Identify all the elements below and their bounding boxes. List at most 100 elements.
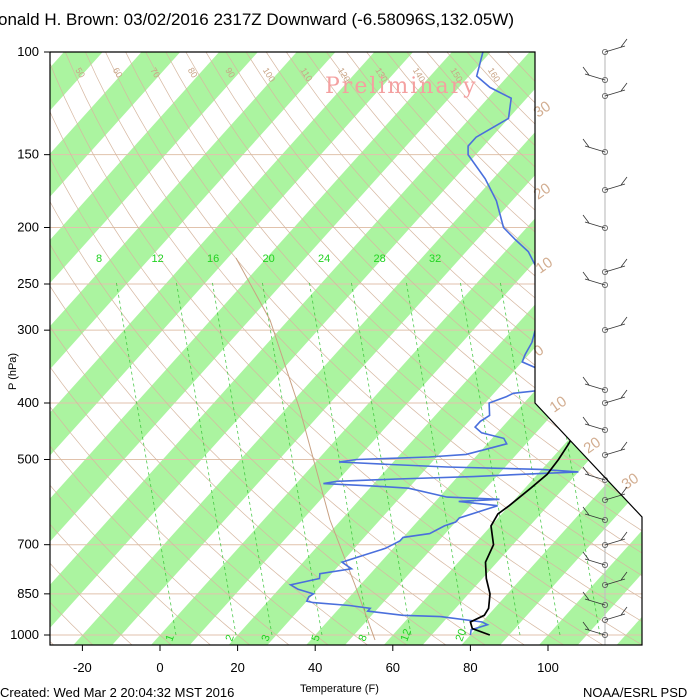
dry-adiabat: [50, 52, 57, 645]
mixing-ratio-label: 20: [263, 253, 275, 265]
x-tick-label: 0: [156, 660, 163, 675]
temperature-axis: -20 0 20 40 60 80 100: [73, 645, 559, 675]
dry-adiabat: [286, 52, 642, 645]
wind-barb-flag: [620, 531, 628, 541]
wind-barb-flag: [620, 82, 628, 92]
mixing-ratio-label: 2: [224, 633, 237, 643]
y-tick-label: 700: [17, 537, 39, 552]
theta-label: 80: [186, 66, 200, 80]
wind-barb-flag: [582, 138, 590, 148]
dry-adiabat: [165, 52, 642, 645]
mixing-ratio-line: [175, 279, 237, 636]
temperature-band: [334, 52, 642, 645]
mixing-ratio-label: 16: [207, 253, 219, 265]
x-axis-label: Temperature (F): [300, 683, 379, 695]
wind-barb-flag: [620, 486, 628, 496]
dry-adiabat: [50, 52, 253, 645]
mixing-ratio-lines: [115, 279, 601, 636]
theta-label: 50: [73, 66, 87, 80]
dry-adiabat: [50, 52, 332, 645]
wind-barb: [604, 183, 626, 191]
mixing-ratio-line: [261, 279, 323, 636]
created-timestamp: Created: Wed Mar 2 20:04:32 MST 2016: [0, 685, 234, 700]
dry-adiabat: [50, 52, 135, 645]
mixing-ratio-label: 32: [429, 253, 441, 265]
wind-barb-flag: [582, 466, 590, 476]
wind-barb: [584, 383, 606, 391]
chart-title: onald H. Brown: 03/02/2016 2317Z Downwar…: [0, 10, 514, 29]
theta-label: 60: [111, 66, 125, 80]
temperature-band: [50, 52, 634, 645]
y-axis-label: P (hPa): [7, 353, 19, 390]
theta-e-label: 10: [547, 393, 570, 416]
temperature-band: [50, 52, 478, 645]
wind-barb: [604, 448, 626, 456]
wind-barb: [584, 73, 606, 81]
credit-label: NOAA/ESRL PSD: [583, 685, 687, 700]
y-tick-label: 1000: [10, 627, 39, 642]
wind-barb-flag: [582, 66, 590, 76]
dry-adiabat: [306, 52, 642, 645]
wind-station-marker: [602, 326, 609, 333]
temperature-band: [411, 52, 642, 645]
mixing-ratio-label: 8: [96, 253, 102, 265]
wind-barb: [584, 423, 606, 431]
dry-adiabat: [50, 52, 96, 645]
temperature-band: [50, 52, 323, 645]
wind-barb-flag: [620, 441, 628, 451]
x-tick-label: 80: [463, 660, 477, 675]
dry-adiabat: [50, 52, 489, 645]
wind-station-marker: [602, 542, 609, 549]
wind-barb: [584, 473, 606, 481]
preliminary-watermark: Preliminary: [325, 74, 478, 99]
wind-station-marker: [602, 186, 609, 193]
wind-barb-flag: [582, 621, 590, 631]
wind-station-marker: [602, 451, 609, 458]
theta-label: 90: [223, 66, 237, 80]
wind-station-marker: [602, 77, 609, 84]
mixing-ratio-line: [350, 279, 412, 636]
y-tick-label: 100: [17, 44, 39, 59]
x-tick-label: -20: [73, 660, 92, 675]
wind-barb: [584, 145, 606, 153]
x-tick-label: 20: [230, 660, 244, 675]
mixing-ratio-label: 12: [152, 253, 164, 265]
wind-barb: [584, 513, 606, 521]
dry-adiabat: [265, 52, 642, 645]
wind-barb: [604, 613, 626, 621]
mixing-ratio-label: 8: [357, 633, 370, 643]
wind-barb: [604, 89, 626, 97]
wind-barb-flag: [620, 389, 628, 399]
dry-adiabat: [245, 52, 642, 645]
wind-station-marker: [602, 281, 609, 288]
mixing-ratio-label: 12: [399, 627, 414, 643]
mixing-ratio-label: 24: [318, 253, 330, 265]
theta-e-label: 30: [619, 470, 642, 493]
wind-barb: [584, 598, 606, 606]
dry-adiabat: [85, 52, 642, 645]
theta-e-label: 20: [531, 180, 554, 203]
y-tick-label: 250: [17, 276, 39, 291]
wind-barb: [584, 628, 606, 636]
dry-adiabat: [50, 52, 371, 645]
dry-adiabat: [50, 52, 450, 645]
dry-adiabat: [205, 52, 642, 645]
dry-adiabat: [0, 52, 17, 647]
mixing-ratio-label: 20: [454, 627, 469, 643]
wind-barb: [604, 265, 626, 273]
wind-barb: [604, 578, 626, 586]
wind-barb-flag: [620, 176, 628, 186]
dry-adiabat: [50, 52, 214, 645]
temperature-band: [50, 52, 401, 645]
dry-adiabat: [50, 52, 607, 645]
temperature-band: [179, 52, 642, 645]
mixing-ratio-label: 3: [260, 633, 273, 643]
temperature-band: [0, 0, 12, 700]
parcel-path: [235, 257, 376, 641]
plot-border: [49, 51, 643, 646]
y-tick-label: 500: [17, 451, 39, 466]
mixing-ratio-line: [405, 279, 467, 636]
dry-adiabat: [50, 52, 568, 645]
